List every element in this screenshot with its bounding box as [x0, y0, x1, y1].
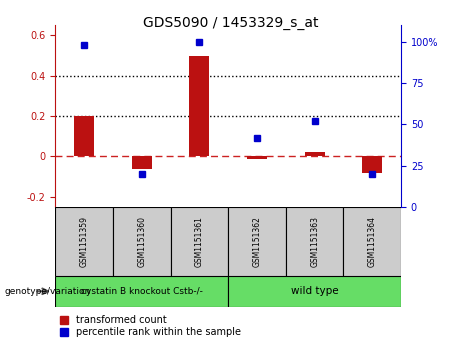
Bar	[305, 152, 325, 156]
Text: GSM1151362: GSM1151362	[253, 216, 261, 267]
Bar	[362, 156, 382, 173]
Bar	[286, 207, 343, 276]
Bar	[189, 56, 209, 156]
Bar	[171, 207, 228, 276]
Text: GDS5090 / 1453329_s_at: GDS5090 / 1453329_s_at	[143, 16, 318, 30]
Bar	[74, 116, 94, 156]
Text: GSM1151361: GSM1151361	[195, 216, 204, 267]
Legend: transformed count, percentile rank within the sample: transformed count, percentile rank withi…	[60, 315, 241, 337]
Bar	[113, 207, 171, 276]
Bar	[132, 156, 152, 168]
Text: cystatin B knockout Cstb-/-: cystatin B knockout Cstb-/-	[81, 287, 203, 296]
Text: GSM1151364: GSM1151364	[368, 216, 377, 267]
Text: GSM1151363: GSM1151363	[310, 216, 319, 267]
Bar	[247, 156, 267, 159]
Bar	[228, 276, 401, 307]
Text: genotype/variation: genotype/variation	[5, 287, 91, 296]
Text: GSM1151360: GSM1151360	[137, 216, 146, 267]
Text: wild type: wild type	[291, 286, 338, 296]
Bar	[55, 276, 228, 307]
Bar	[228, 207, 286, 276]
Bar	[55, 207, 113, 276]
Text: GSM1151359: GSM1151359	[80, 216, 89, 267]
Bar	[343, 207, 401, 276]
